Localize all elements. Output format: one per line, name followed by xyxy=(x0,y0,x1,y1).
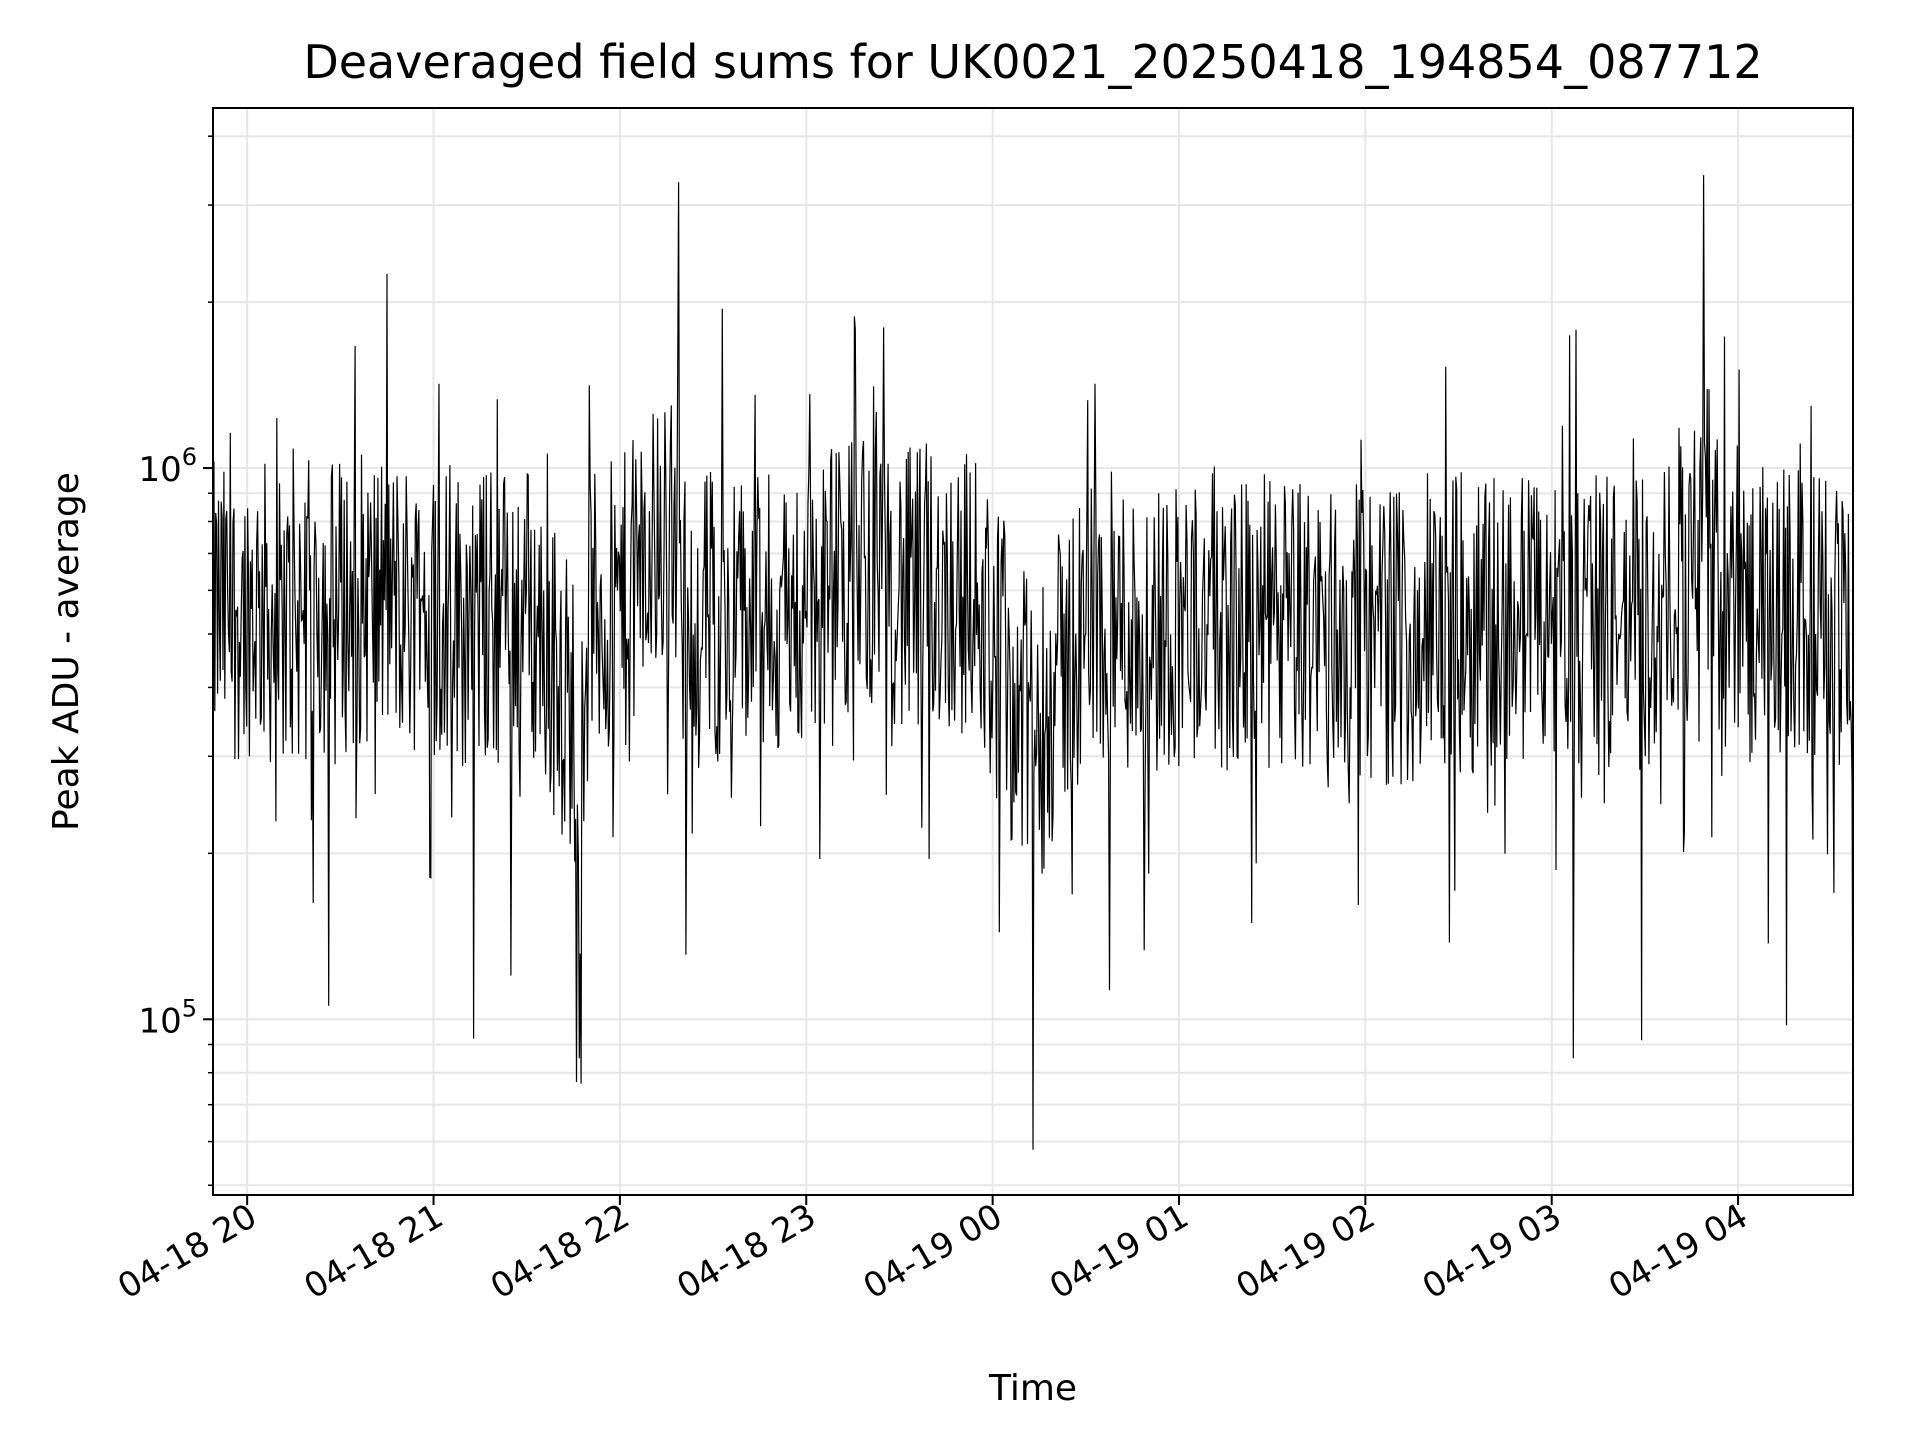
y-tick-label: 105 xyxy=(138,994,197,1041)
plot-area-frame xyxy=(212,107,1854,1196)
grid xyxy=(213,108,1853,1195)
y-tick-label: 106 xyxy=(138,443,197,490)
y-axis-label: Peak ADU - average xyxy=(46,472,87,831)
series-line xyxy=(212,175,1854,1150)
series-layer xyxy=(212,175,1854,1150)
chart-title: Deaveraged field sums for UK0021_2025041… xyxy=(303,35,1762,89)
x-axis-label: Time xyxy=(988,1368,1077,1409)
y-axis: 105 106 xyxy=(138,135,213,1186)
